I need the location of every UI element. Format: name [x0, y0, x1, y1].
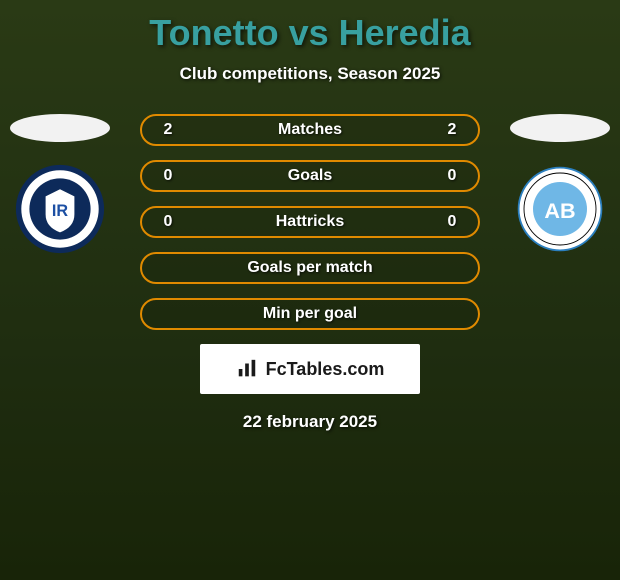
stat-row: Min per goal: [140, 298, 480, 330]
stat-row: Goals per match: [140, 252, 480, 284]
stats-list: 2 Matches 2 0 Goals 0 0 Hattricks 0 Goal…: [140, 114, 480, 330]
stat-row: 0 Hattricks 0: [140, 206, 480, 238]
club-logo-right: AB: [510, 164, 610, 254]
stat-value-left: 0: [156, 167, 180, 185]
club-logo-left: IR: [10, 164, 110, 254]
stat-row: 2 Matches 2: [140, 114, 480, 146]
shield-icon: IR: [15, 164, 105, 254]
branding-text: FcTables.com: [266, 359, 385, 380]
stat-label: Min per goal: [180, 305, 440, 323]
stat-label: Goals: [180, 167, 440, 185]
stat-value-left: 0: [156, 213, 180, 231]
svg-text:IR: IR: [52, 202, 68, 220]
stat-value-left: 2: [156, 121, 180, 139]
player-ellipse-right: [510, 114, 610, 142]
player-ellipse-left: [10, 114, 110, 142]
shield-icon: AB: [515, 164, 605, 254]
branding-box: FcTables.com: [200, 344, 420, 394]
stat-row: 0 Goals 0: [140, 160, 480, 192]
season-subtitle: Club competitions, Season 2025: [0, 64, 620, 84]
svg-text:AB: AB: [544, 198, 575, 223]
stat-label: Hattricks: [180, 213, 440, 231]
page-title: Tonetto vs Heredia: [0, 12, 620, 54]
date-text: 22 february 2025: [0, 412, 620, 432]
bar-chart-icon: [236, 358, 258, 380]
comparison-panel: IR AB 2 Matches 2 0 Goals 0 0 Hattricks …: [0, 114, 620, 432]
stat-label: Matches: [180, 121, 440, 139]
stat-value-right: 0: [440, 213, 464, 231]
stat-value-right: 2: [440, 121, 464, 139]
stat-value-right: 0: [440, 167, 464, 185]
stat-label: Goals per match: [180, 259, 440, 277]
